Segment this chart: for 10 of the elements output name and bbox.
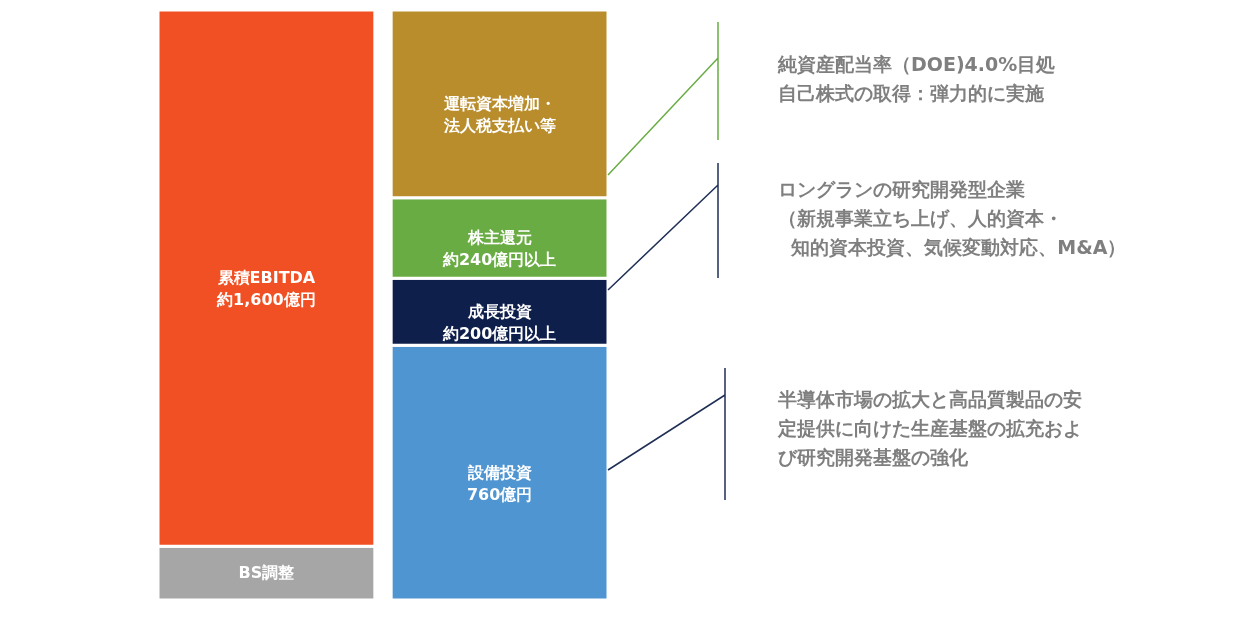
text: ロングランの研究開発型企業 [778, 177, 1025, 202]
data-label: 累積EBITDA約1,600億円 [216, 268, 316, 310]
text: 純資産配当率（DOE)4.0%目処自己株式の取得：弾力的に実施 [778, 52, 1056, 106]
data-label: 運転資本増加・法人税支払い等 [442, 93, 556, 135]
data-label: BS調整 [238, 563, 295, 583]
data-label: 成長投資約200億円以上 [441, 301, 557, 343]
data-label: 設備投資760億円 [466, 462, 533, 504]
data-label: 株主還元約240億円以上 [441, 227, 557, 269]
text: （新規事業立ち上げ、人的資本・知的資本投資、気候変動対応、M&A） [778, 206, 1127, 260]
text: 半導体市場の拡大と高品質製品の安定提供に向けた生産基盤の拡充および研究開発基盤の強化 [778, 387, 1082, 470]
